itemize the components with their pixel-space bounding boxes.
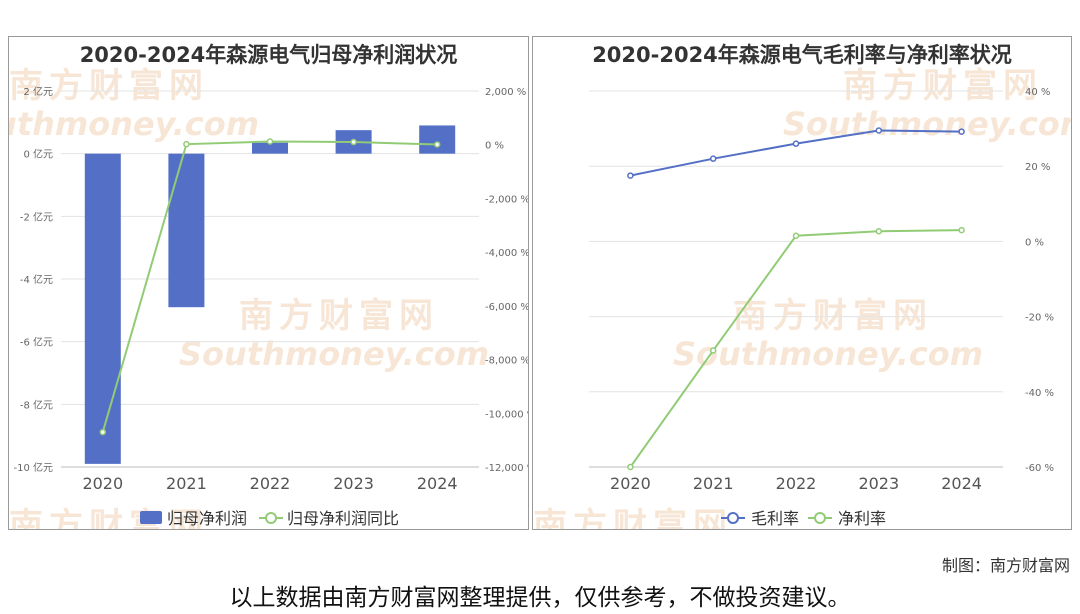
left-axis-tick-label: -4 亿元 xyxy=(20,273,53,286)
right-axis-tick-label: -20 % xyxy=(1025,313,1054,324)
chart-credit: 制图：南方财富网 xyxy=(941,556,1070,575)
right-axis-tick-label: -40 % xyxy=(1025,388,1054,399)
x-axis-tick-label: 2024 xyxy=(941,474,982,493)
yoy-growth-point xyxy=(99,428,107,436)
x-axis-tick-label: 2022 xyxy=(776,474,817,493)
right-axis-tick-label: -2,000 % xyxy=(485,194,529,205)
net-margin-point xyxy=(792,232,800,240)
margin-chart-panel: 南方财富网 Southmoney.com 南方财富网 Southmoney.com 南方… xyxy=(532,36,1072,530)
legend-net-profit-label: 归母净利润 xyxy=(167,509,247,528)
gross-margin-point xyxy=(875,127,883,134)
right-axis-tick-label: 0 % xyxy=(1025,237,1044,248)
x-axis-tick-label: 2022 xyxy=(250,474,291,493)
right-axis-tick-label: -60 % xyxy=(1025,463,1054,474)
watermark-cn: 南方财富网 xyxy=(843,66,1043,106)
net-profit-bar xyxy=(419,125,456,154)
margin-chart-title: 2020-2024年森源电气毛利率与净利率状况 xyxy=(592,43,1012,67)
legend-yoy-growth-label: 归母净利润同比 xyxy=(287,509,399,528)
yoy-growth-point xyxy=(433,141,441,148)
net-margin-point xyxy=(958,226,965,234)
net-profit-chart-panel: 南方财富网Southmoney.com南方财富网Southmoney.com南方… xyxy=(8,36,529,530)
right-axis-tick-label: -4,000 % xyxy=(485,248,529,259)
right-axis-tick-label: 40 % xyxy=(1025,87,1050,98)
watermark-en: Southmoney.com xyxy=(673,335,983,373)
x-axis-tick-label: 2024 xyxy=(417,474,458,493)
watermark-cn: 南方财富网 xyxy=(533,506,733,530)
left-axis-tick-label: -6 亿元 xyxy=(20,336,53,349)
watermark-en: Southmoney.com xyxy=(179,335,489,373)
right-axis-tick-label: -10,000 % xyxy=(485,409,529,420)
legend-gross-margin-marker xyxy=(727,512,739,524)
watermark-en: Southmoney.com xyxy=(9,105,259,143)
net-profit-bar xyxy=(168,153,205,308)
watermark-cn: 南方财富网 xyxy=(733,296,933,336)
net-margin-point xyxy=(875,227,883,235)
left-axis-tick-label: 0 亿元 xyxy=(23,148,53,161)
right-axis-tick-label: 20 % xyxy=(1025,162,1050,173)
legend-bar-swatch xyxy=(140,511,162,524)
x-axis-tick-label: 2023 xyxy=(858,474,899,493)
left-axis-tick-label: -8 亿元 xyxy=(20,398,53,411)
left-axis-tick-label: -2 亿元 xyxy=(20,210,53,223)
yoy-growth-point xyxy=(266,138,274,145)
legend-net-margin-label: 净利率 xyxy=(838,509,886,528)
left-axis-tick-label: -10 亿元 xyxy=(13,461,53,474)
net-profit-bar xyxy=(84,153,121,464)
x-axis-tick-label: 2021 xyxy=(693,474,734,493)
yoy-growth-point xyxy=(350,138,357,146)
right-axis-tick-label: -8,000 % xyxy=(485,356,529,367)
x-axis-tick-label: 2020 xyxy=(610,474,651,493)
watermark-en: Southmoney.com xyxy=(783,105,1072,143)
net-profit-chart: 南方财富网Southmoney.com南方财富网Southmoney.com南方… xyxy=(9,66,529,529)
legend-net-margin-marker xyxy=(814,512,826,524)
gross-margin-point xyxy=(709,155,717,162)
right-axis-tick-label: -6,000 % xyxy=(485,302,529,313)
margin-chart: 南方财富网Southmoney.com南方财富网Southmoney.com南方… xyxy=(533,66,1072,530)
right-axis-tick-label: 2,000 % xyxy=(485,87,526,98)
right-axis-tick-label: -12,000 % xyxy=(485,463,529,474)
net-margin-point xyxy=(709,347,717,354)
x-axis-tick-label: 2021 xyxy=(166,474,207,493)
yoy-growth-point xyxy=(183,140,190,148)
gross-margin-point xyxy=(792,140,800,147)
disclaimer-note: 以上数据由南方财富网整理提供，仅供参考，不做投资建议。 xyxy=(229,585,851,611)
yoy-growth-line xyxy=(101,140,438,433)
legend-gross-margin-label: 毛利率 xyxy=(751,509,799,528)
right-axis-tick-label: 0 % xyxy=(485,141,504,152)
net-profit-bar xyxy=(252,142,288,154)
watermark-cn: 南方财富网 xyxy=(239,296,439,336)
net-profit-chart-title: 2020-2024年森源电气归母净利润状况 xyxy=(79,43,458,67)
x-axis-tick-label: 2023 xyxy=(333,474,374,493)
watermark-cn: 南方财富网 xyxy=(9,66,209,106)
x-axis-tick-label: 2020 xyxy=(82,474,123,493)
gross-margin-point xyxy=(627,172,634,179)
net-margin-point xyxy=(627,463,634,471)
left-axis-tick-label: 2 亿元 xyxy=(23,85,53,98)
legend-line-marker xyxy=(265,512,277,524)
gross-margin-point xyxy=(958,128,965,135)
